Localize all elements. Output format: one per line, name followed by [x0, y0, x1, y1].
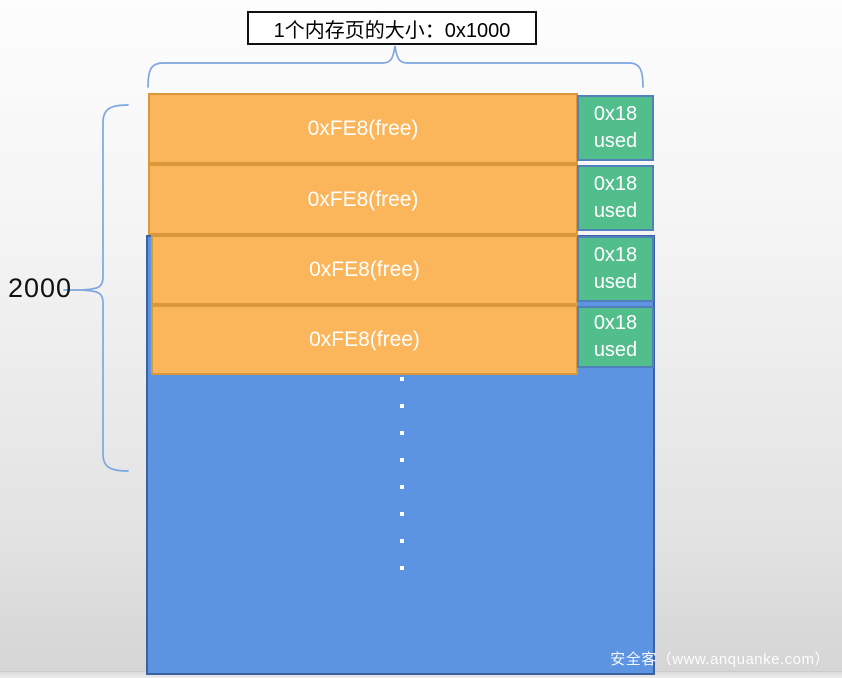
- used-size-label: 0x18: [593, 244, 638, 266]
- used-chunk-box-1: 0x18 used: [577, 95, 654, 161]
- ellipsis-dot: [400, 377, 404, 381]
- ellipsis-dot: [400, 431, 404, 435]
- used-size-label: 0x18: [593, 173, 638, 195]
- ellipsis-dot: [400, 458, 404, 462]
- used-word-label: used: [593, 130, 638, 152]
- chunk-count-label: 2000: [8, 273, 73, 303]
- ellipsis-dot: [400, 539, 404, 543]
- ellipsis-dot: [400, 404, 404, 408]
- ellipsis-dot: [400, 485, 404, 489]
- used-word-label: used: [593, 200, 638, 222]
- free-chunk-label: 0xFE8(free): [307, 116, 419, 140]
- free-chunk-label: 0xFE8(free): [307, 187, 419, 211]
- used-chunk-box-4: 0x18 used: [577, 306, 654, 368]
- used-word-label: used: [593, 271, 638, 293]
- watermark-text: 安全客（www.anquanke.com）: [610, 651, 830, 668]
- free-chunk-label: 0xFE8(free): [309, 258, 420, 281]
- free-chunk-row-1: 0xFE8(free): [148, 93, 578, 164]
- used-size-label: 0x18: [593, 103, 638, 125]
- ellipsis-dot: [400, 512, 404, 516]
- ellipsis-dot: [400, 566, 404, 570]
- free-chunk-row-4: 0xFE8(free): [151, 305, 578, 375]
- page-size-label: 1个内存页的大小：0x1000: [273, 19, 511, 42]
- used-chunk-box-3: 0x18 used: [577, 236, 654, 302]
- top-brace: [147, 45, 644, 88]
- free-chunk-row-3: 0xFE8(free): [151, 235, 578, 305]
- left-brace: [81, 104, 129, 472]
- used-chunk-box-2: 0x18 used: [577, 165, 654, 231]
- used-size-label: 0x18: [593, 312, 638, 334]
- page-size-callout: 1个内存页的大小：0x1000: [247, 11, 537, 45]
- free-chunk-label: 0xFE8(free): [309, 328, 420, 351]
- used-word-label: used: [593, 339, 638, 361]
- vertical-ellipsis: [400, 377, 404, 570]
- free-chunk-row-2: 0xFE8(free): [148, 164, 578, 235]
